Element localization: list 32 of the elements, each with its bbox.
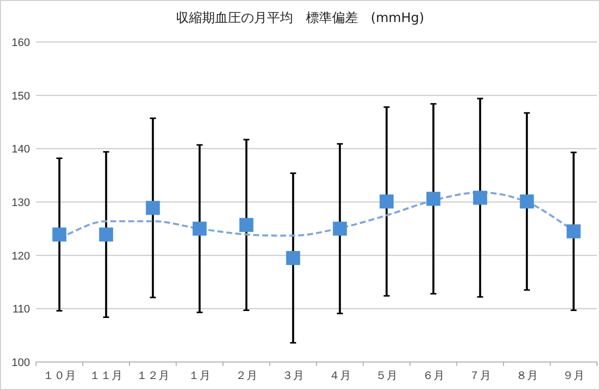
point: [52, 228, 66, 242]
x-tick-label: １２月: [136, 369, 170, 382]
y-tick-label: 110: [12, 304, 30, 316]
point: [332, 222, 347, 236]
point: [520, 194, 534, 208]
x-tick-label: ２月: [235, 369, 258, 382]
y-tick-label: 150: [12, 90, 30, 102]
x-tick-label: １１月: [90, 369, 123, 382]
point: [426, 192, 440, 206]
x-tick-label: １０月: [42, 369, 76, 382]
y-tick-label: 160: [12, 37, 30, 49]
y-tick-label: 100: [12, 357, 30, 369]
point: [99, 228, 114, 242]
chart-title: 収縮期血圧の月平均 標準偏差 (mmHg): [176, 11, 424, 26]
x-tick-label: ４月: [328, 369, 351, 382]
y-tick-label: 130: [12, 197, 30, 209]
point: [566, 224, 581, 238]
x-tick-label: ９月: [562, 369, 585, 382]
x-tick-label: ３月: [282, 369, 304, 382]
x-tick-label: １月: [188, 369, 211, 382]
y-tick-label: 140: [12, 144, 30, 156]
x-tick-label: ８月: [516, 369, 538, 382]
point: [239, 218, 254, 232]
point: [380, 194, 394, 208]
y-tick-label: 120: [12, 250, 30, 262]
point: [146, 200, 160, 215]
point: [192, 222, 207, 236]
x-tick-label: ６月: [422, 369, 444, 382]
x-tick-label: ５月: [376, 369, 398, 382]
point: [473, 190, 488, 205]
point: [286, 251, 300, 265]
x-tick-label: ７月: [469, 369, 492, 382]
